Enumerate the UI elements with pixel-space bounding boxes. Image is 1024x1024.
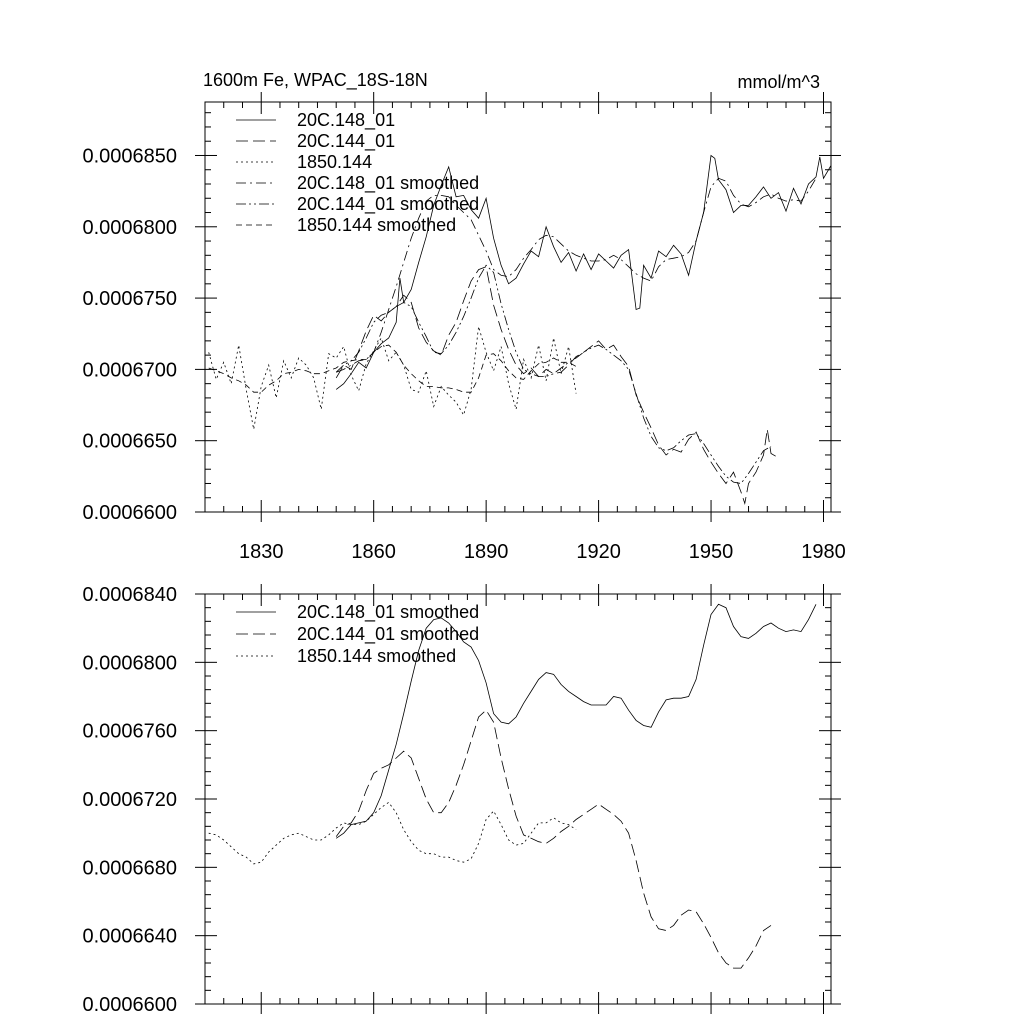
y-tick-label: 0.0006850: [82, 145, 177, 167]
x-tick-label: 1950: [689, 541, 734, 563]
y-tick-label: 0.0006840: [82, 584, 177, 606]
legend-label: 20C.144_01: [297, 131, 395, 152]
legend-label: 1850.144: [297, 152, 372, 172]
series-line-20c-148-01-smoothed: [335, 603, 817, 839]
y-tick-label: 0.0006800: [82, 652, 177, 674]
y-tick-label: 0.0006720: [82, 789, 177, 811]
y-tick-label: 0.0006600: [82, 994, 177, 1016]
y-tick-label: 0.0006640: [82, 926, 177, 948]
y-tick-label: 0.0006680: [82, 857, 177, 879]
series-line-1850-144: [208, 326, 577, 430]
legend-label: 20C.148_01 smoothed: [297, 602, 479, 623]
x-tick-label: 1980: [801, 541, 846, 563]
top-panel: 1830 1860 1890 1920 1950 1980 0.0006600 0.00066…: [82, 70, 845, 563]
x-tick-label: 1860: [351, 541, 396, 563]
series-line-20c-144-01-smoothed: [335, 264, 772, 484]
legend-label: 20C.144_01 smoothed: [297, 194, 479, 215]
y-tick-label: 0.0006760: [82, 721, 177, 743]
plot-frame: [204, 101, 832, 513]
series-line-20c-148-01-smoothed: [336, 177, 817, 373]
series-line-20c-144-01-smoothed: [335, 709, 772, 969]
series-line-1850-144-smoothed: [208, 801, 577, 865]
legend-label: 1850.144 smoothed: [297, 646, 456, 666]
legend-label: 20C.144_01 smoothed: [297, 624, 479, 645]
legend-label: 1850.144 smoothed: [297, 215, 456, 235]
y-tick-label: 0.0006600: [82, 502, 177, 524]
x-tick-label: 1890: [464, 541, 509, 563]
x-tick-label: 1830: [239, 541, 284, 563]
chart-title: 1600m Fe, WPAC_18S-18N: [203, 70, 428, 91]
y-tick-label: 0.0006750: [82, 288, 177, 310]
series-line-20c-148-01: [335, 154, 832, 390]
x-tick-label: 1920: [576, 541, 621, 563]
legend-label: 20C.148_01: [297, 110, 395, 131]
bottom-panel: 0.0006600 0.0006640 0.0006680 0.0006720 0.00…: [82, 584, 841, 1016]
y-tick-label: 0.0006700: [82, 359, 177, 381]
series-line-1850-144-smoothed: [208, 344, 577, 393]
y-tick-label: 0.0006800: [82, 217, 177, 239]
series-line-20c-144-01: [335, 266, 779, 505]
legend-label: 20C.148_01 smoothed: [297, 173, 479, 194]
units-label: mmol/m^3: [738, 72, 820, 92]
y-tick-label: 0.0006650: [82, 431, 177, 453]
